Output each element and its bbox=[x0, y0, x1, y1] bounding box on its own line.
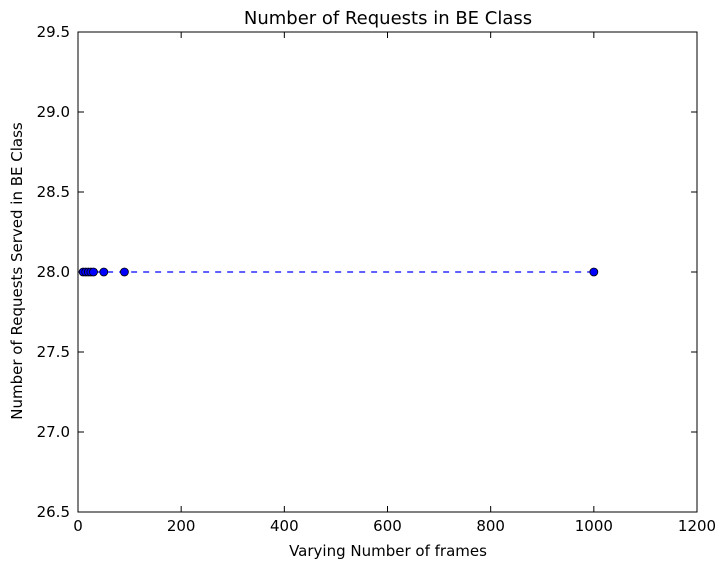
x-tick-label: 200 bbox=[167, 517, 196, 535]
data-point bbox=[89, 267, 98, 277]
x-tick-label: 400 bbox=[270, 517, 299, 535]
y-tick-label: 26.5 bbox=[37, 503, 70, 521]
series-group bbox=[78, 267, 599, 277]
x-tick-label: 1200 bbox=[678, 517, 716, 535]
x-tick-label: 0 bbox=[73, 517, 83, 535]
x-tick-label: 600 bbox=[373, 517, 402, 535]
data-point bbox=[589, 267, 599, 277]
y-tick-label: 29.5 bbox=[37, 23, 70, 41]
plot-frame bbox=[77, 31, 698, 513]
data-point bbox=[99, 267, 109, 277]
x-tick-label: 800 bbox=[476, 517, 505, 535]
tick-group: 0 200 400 600 800 1000 1200 26.5 27.0 27.5 28.0 28.… bbox=[37, 23, 717, 535]
x-tick-label: 1000 bbox=[575, 517, 613, 535]
x-axis-label: Varying Number of frames bbox=[289, 542, 487, 560]
chart-title: Number of Requests in BE Class bbox=[244, 8, 532, 29]
y-tick-label: 29.0 bbox=[37, 103, 70, 121]
data-point bbox=[120, 267, 129, 277]
y-tick-label: 28.0 bbox=[37, 263, 70, 281]
y-tick-label: 28.5 bbox=[37, 183, 70, 201]
y-axis-label: Number of Requests Served in BE Class bbox=[8, 122, 26, 420]
y-tick-label: 27.0 bbox=[37, 423, 70, 441]
y-tick-label: 27.5 bbox=[37, 343, 70, 361]
